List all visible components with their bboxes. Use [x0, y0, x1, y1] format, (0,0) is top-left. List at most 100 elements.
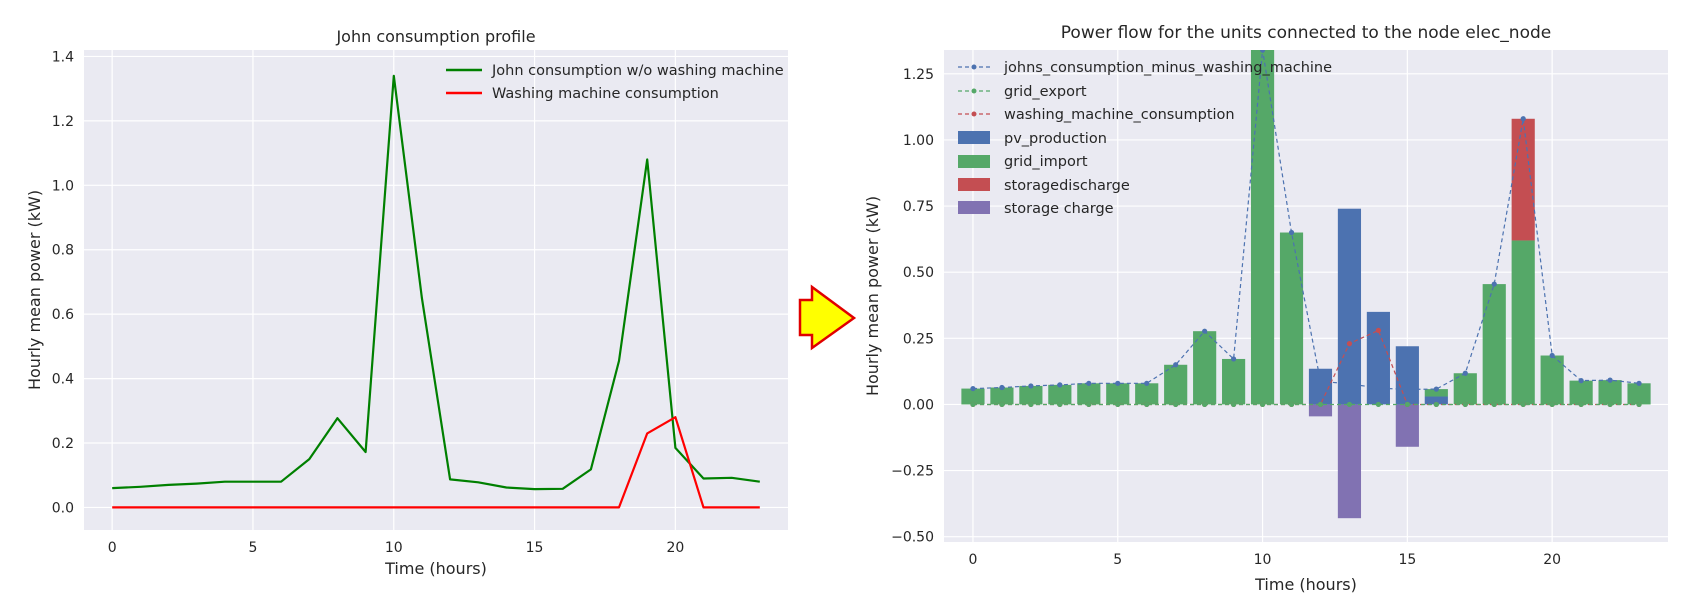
y-tick-label: 1.25: [903, 67, 934, 83]
plot-area-left: [84, 50, 788, 530]
x-axis-label-left: Time (hours): [384, 559, 487, 578]
series-line-grid-export-marker: [1607, 401, 1613, 408]
series-line-johns-consumption-marker: [1259, 50, 1266, 53]
series-line-grid-export-marker: [1173, 401, 1179, 408]
series-line-washing-machine: [112, 416, 760, 509]
ticks-left: 0 5 10 15 20 0.0 0.2 0.4 0.6 0.8 1.0 1.2 1.4: [52, 49, 685, 556]
bar-pv-production: [1395, 346, 1419, 405]
legend-label-grid-export: grid_export: [1004, 84, 1087, 100]
series-line-grid-export-marker: [1462, 401, 1468, 408]
chart-power-flow: 0 5 10 15 20 −0.50 −0.25 0.00 0.25 0.50 0.75 1.00 1.…: [863, 23, 1668, 594]
legend-label-grid-import: grid_import: [1004, 154, 1088, 170]
bar-grid-import: [1222, 358, 1246, 405]
series-line-johns-consumption-marker: [1346, 381, 1353, 387]
series-line-grid-export-marker: [1231, 401, 1237, 408]
series-line-washing-machine-marker: [1346, 341, 1353, 347]
series-line-johns-consumption-marker: [1028, 383, 1034, 389]
y-tick-label: 1.00: [903, 133, 934, 149]
series-line-johns-consumption-marker: [1462, 370, 1468, 376]
legend-left: John consumption w/o washing machine Was…: [446, 63, 784, 102]
legend-label-john: John consumption w/o washing machine: [491, 63, 784, 79]
bar-grid-import: [990, 387, 1014, 405]
legend-label-johns-consumption: johns_consumption_minus_washing_machine: [1003, 60, 1332, 76]
series-line-johns-consumption-marker: [1115, 380, 1121, 386]
x-tick-label: 10: [1254, 552, 1272, 568]
bar-grid-import: [1164, 364, 1188, 405]
series-line-grid-export-marker: [1028, 401, 1034, 408]
series-line-john: [112, 74, 760, 491]
legend-swatch-grid-import: [958, 155, 990, 168]
bar-pv-production: [1424, 396, 1448, 405]
series-line-johns-consumption-marker: [1288, 229, 1295, 236]
bar-grid-import: [1569, 380, 1593, 405]
y-tick-label: 1.4: [52, 49, 74, 65]
bar-storage-charge: [1337, 404, 1362, 519]
y-tick-label: 0.0: [52, 500, 74, 516]
y-tick-label: 1.2: [52, 114, 74, 130]
x-tick-label: 5: [1113, 552, 1122, 568]
y-tick-label: 0.75: [903, 199, 934, 215]
x-tick-label: 0: [108, 540, 117, 556]
series-line-johns-consumption-marker: [1520, 116, 1526, 122]
series-line-grid-export-marker: [1433, 401, 1439, 408]
bar-pv-production: [1366, 311, 1390, 405]
series-line-washing-machine-marker: [1375, 327, 1381, 333]
bar-grid-import: [1193, 331, 1217, 405]
legend-marker-washing-machine: [971, 111, 977, 117]
series-line-grid-export-marker: [1636, 401, 1642, 408]
series-line-johns-consumption-marker: [1057, 382, 1063, 388]
y-tick-label: 0.50: [903, 265, 934, 281]
y-tick-label: 1.0: [52, 178, 74, 194]
series-line-grid-export-marker: [1144, 401, 1150, 408]
series-line-grid-export-marker: [1317, 401, 1324, 408]
bar-grid-import: [1627, 383, 1651, 405]
x-tick-label: 0: [968, 552, 977, 568]
series-line-grid-export-marker: [999, 401, 1005, 408]
legend-label-storage-charge: storage charge: [1004, 201, 1114, 217]
bar-grid-import: [1482, 284, 1506, 405]
bar-storage-charge: [1395, 404, 1419, 447]
y-axis-label-left: Hourly mean power (kW): [25, 190, 44, 390]
series-line-grid-export-marker: [1549, 401, 1555, 408]
y-tick-label: 0.00: [903, 397, 934, 413]
legend-swatch-pv-production: [958, 131, 990, 144]
series-line-johns-consumption-marker: [1144, 380, 1150, 386]
legend-marker-grid-export: [971, 88, 977, 94]
bar-grid-import: [1250, 50, 1275, 405]
series-line-grid-export-marker: [1057, 401, 1063, 408]
legend-swatch-storage-charge: [958, 201, 990, 214]
bar-grid-import: [1135, 383, 1159, 405]
y-tick-label: −0.25: [891, 464, 934, 480]
plot-area-right: [944, 50, 1668, 542]
series-line-grid-export-marker: [1346, 401, 1353, 408]
series-line-johns-consumption-marker: [970, 385, 976, 392]
bar-grid-import: [1424, 389, 1448, 397]
series-line-johns-consumption-marker: [1636, 380, 1642, 386]
series-line-grid-export-marker: [1520, 401, 1526, 408]
legend-right: johns_consumption_minus_washing_machine …: [958, 60, 1332, 217]
chart-consumption-profile: 0 5 10 15 20 0.0 0.2 0.4 0.6 0.8 1.0 1.2 1.4 John co…: [25, 27, 788, 578]
series-line-johns-consumption-marker: [1317, 378, 1324, 385]
series-line-johns-consumption-marker: [1086, 380, 1092, 386]
legend-label-pv-production: pv_production: [1004, 131, 1107, 147]
y-tick-label: 0.2: [52, 436, 74, 452]
series-line-johns-consumption-marker: [1433, 386, 1439, 392]
series-line-grid-export-marker: [1086, 401, 1092, 408]
x-axis-label-right: Time (hours): [1254, 575, 1357, 594]
series-line-grid-export-marker: [970, 401, 976, 408]
x-tick-label: 10: [385, 540, 403, 556]
x-tick-label: 15: [526, 540, 544, 556]
bar-grid-import: [1106, 383, 1130, 405]
series-line-johns-consumption-marker: [1404, 386, 1410, 392]
y-axis-label-right: Hourly mean power (kW): [863, 196, 882, 396]
legend-swatch-storagedischarge: [958, 178, 990, 191]
legend-label-washing-machine: washing_machine_consumption: [1004, 107, 1235, 123]
ticks-right: 0 5 10 15 20 −0.50 −0.25 0.00 0.25 0.50 0.75 1.00 1.…: [891, 67, 1561, 568]
y-tick-label: 0.8: [52, 243, 74, 259]
series-line-johns-consumption-marker: [1578, 378, 1584, 384]
bar-pv-production: [1337, 208, 1362, 405]
x-tick-label: 20: [666, 540, 684, 556]
bar-grid-import: [1019, 385, 1043, 405]
bar-grid-import: [1048, 384, 1072, 405]
bar-storage-charge: [1308, 404, 1333, 417]
